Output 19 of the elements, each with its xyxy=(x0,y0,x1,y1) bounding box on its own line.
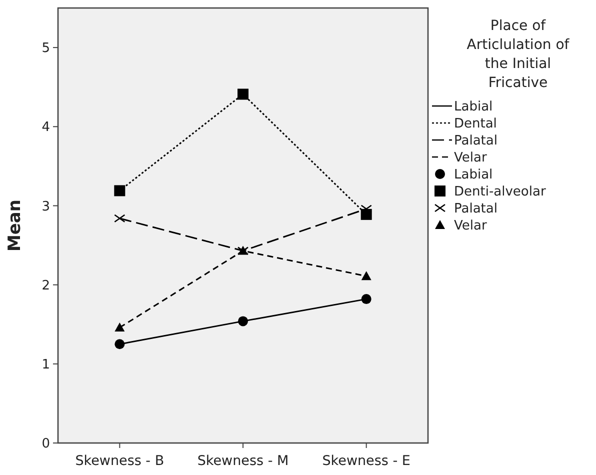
y-axis-title: Mean xyxy=(5,199,25,252)
legend-label: Palatal xyxy=(454,134,498,149)
legend-title: Place of Articlulation of the Initial Fricative xyxy=(466,18,570,91)
y-tick-label: 5 xyxy=(42,41,50,56)
legend-label: Velar xyxy=(454,150,488,166)
x-tick-label: Skewness - M xyxy=(197,453,289,469)
y-tick-label: 0 xyxy=(42,436,50,452)
legend-label: Dental xyxy=(454,116,497,132)
text: Velar xyxy=(454,218,488,234)
y-tick-label: 3 xyxy=(42,199,50,214)
x-tick-label: Skewness - B xyxy=(75,453,164,469)
text: Palatal xyxy=(454,202,498,217)
text: Labial xyxy=(454,168,493,183)
y-tick-label: 2 xyxy=(42,278,50,294)
legend-label: Labial xyxy=(454,100,493,115)
text: Denti-alveolar xyxy=(454,184,546,200)
y-tick-label: 4 xyxy=(42,120,50,136)
x-tick-label: Skewness - E xyxy=(322,453,410,469)
y-tick-label: 1 xyxy=(42,357,50,372)
